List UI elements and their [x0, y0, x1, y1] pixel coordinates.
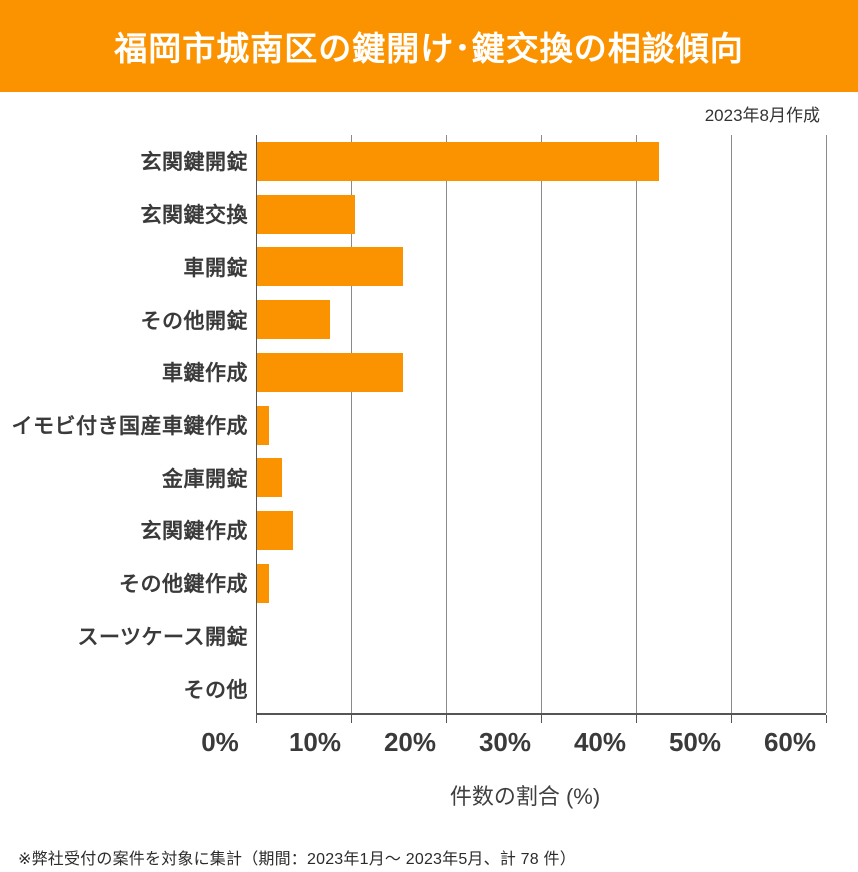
x-tick-label: 30%	[478, 727, 532, 757]
category-label-column: 玄関鍵開錠玄関鍵交換車開錠その他開錠車鍵作成イモビ付き国産車鍵作成金庫開錠玄関鍵…	[0, 135, 248, 715]
axis-tick	[731, 715, 732, 723]
created-date-label: 2023年8月作成	[704, 106, 820, 125]
gridline-0%	[256, 135, 257, 713]
axis-tick	[351, 715, 352, 723]
gridline-40%	[636, 135, 637, 713]
axis-tick	[826, 715, 827, 723]
category-label: 玄関鍵作成	[140, 520, 248, 544]
category-label: スーツケース開錠	[77, 625, 248, 649]
category-label: その他鍵作成	[119, 573, 248, 597]
x-axis-tick-labels: 0% 10% 20% 30% 40% 50% 60%	[201, 727, 826, 761]
page-title: 福岡市城南区の鍵開け･鍵交換の相談傾向	[114, 30, 744, 67]
gridline-20%	[446, 135, 447, 713]
x-tick-label: 0%	[201, 727, 239, 757]
gridline-30%	[541, 135, 542, 713]
x-tick-label: 50%	[668, 727, 722, 757]
category-label: 車鍵作成	[162, 362, 248, 386]
chart-bar	[257, 563, 270, 603]
category-label: イモビ付き国産車鍵作成	[11, 414, 248, 438]
axis-tick	[636, 715, 637, 723]
x-tick-label: 60%	[763, 727, 817, 757]
gridline-50%	[731, 135, 732, 713]
title-bar: 福岡市城南区の鍵開け･鍵交換の相談傾向	[0, 0, 858, 92]
chart-bar	[257, 458, 282, 498]
x-tick-label: 10%	[288, 727, 342, 757]
category-label: その他開錠	[140, 309, 248, 333]
chart-bar	[257, 405, 270, 445]
footnote: ※弊社受付の案件を対象に集計（期間：2023年1月～ 2023年5月、計 78 …	[18, 851, 576, 868]
gridline-10%	[351, 135, 352, 713]
chart-bar	[257, 194, 355, 234]
category-label: 玄関鍵交換	[140, 204, 248, 228]
chart-bar	[257, 300, 331, 340]
plot-area	[256, 135, 827, 723]
chart-bar	[257, 141, 659, 181]
axis-tick	[541, 715, 542, 723]
chart-bar	[257, 352, 404, 392]
chart-bar	[257, 247, 404, 287]
x-tick-label: 20%	[383, 727, 437, 757]
category-label: 玄関鍵開錠	[140, 151, 248, 175]
category-label: その他	[183, 678, 248, 702]
axis-tick	[256, 715, 257, 723]
category-label: 金庫開錠	[162, 467, 248, 491]
axis-tick	[446, 715, 447, 723]
category-label: 車開錠	[183, 256, 248, 280]
x-tick-label: 40%	[573, 727, 627, 757]
gridline-60%	[826, 135, 827, 713]
chart-bar	[257, 510, 294, 550]
x-axis-title: 件数の割合 (%)	[449, 784, 601, 809]
